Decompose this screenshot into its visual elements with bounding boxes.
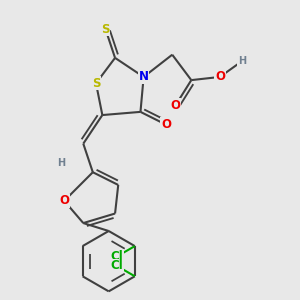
Text: S: S bbox=[101, 23, 110, 36]
Text: O: O bbox=[161, 118, 171, 131]
Text: Cl: Cl bbox=[111, 250, 123, 263]
Text: S: S bbox=[92, 77, 100, 90]
Text: H: H bbox=[238, 56, 246, 66]
Text: O: O bbox=[59, 194, 69, 207]
Text: H: H bbox=[57, 158, 65, 168]
Text: O: O bbox=[170, 99, 180, 112]
Text: N: N bbox=[139, 70, 148, 83]
Text: O: O bbox=[215, 70, 225, 83]
Text: Cl: Cl bbox=[111, 260, 123, 272]
